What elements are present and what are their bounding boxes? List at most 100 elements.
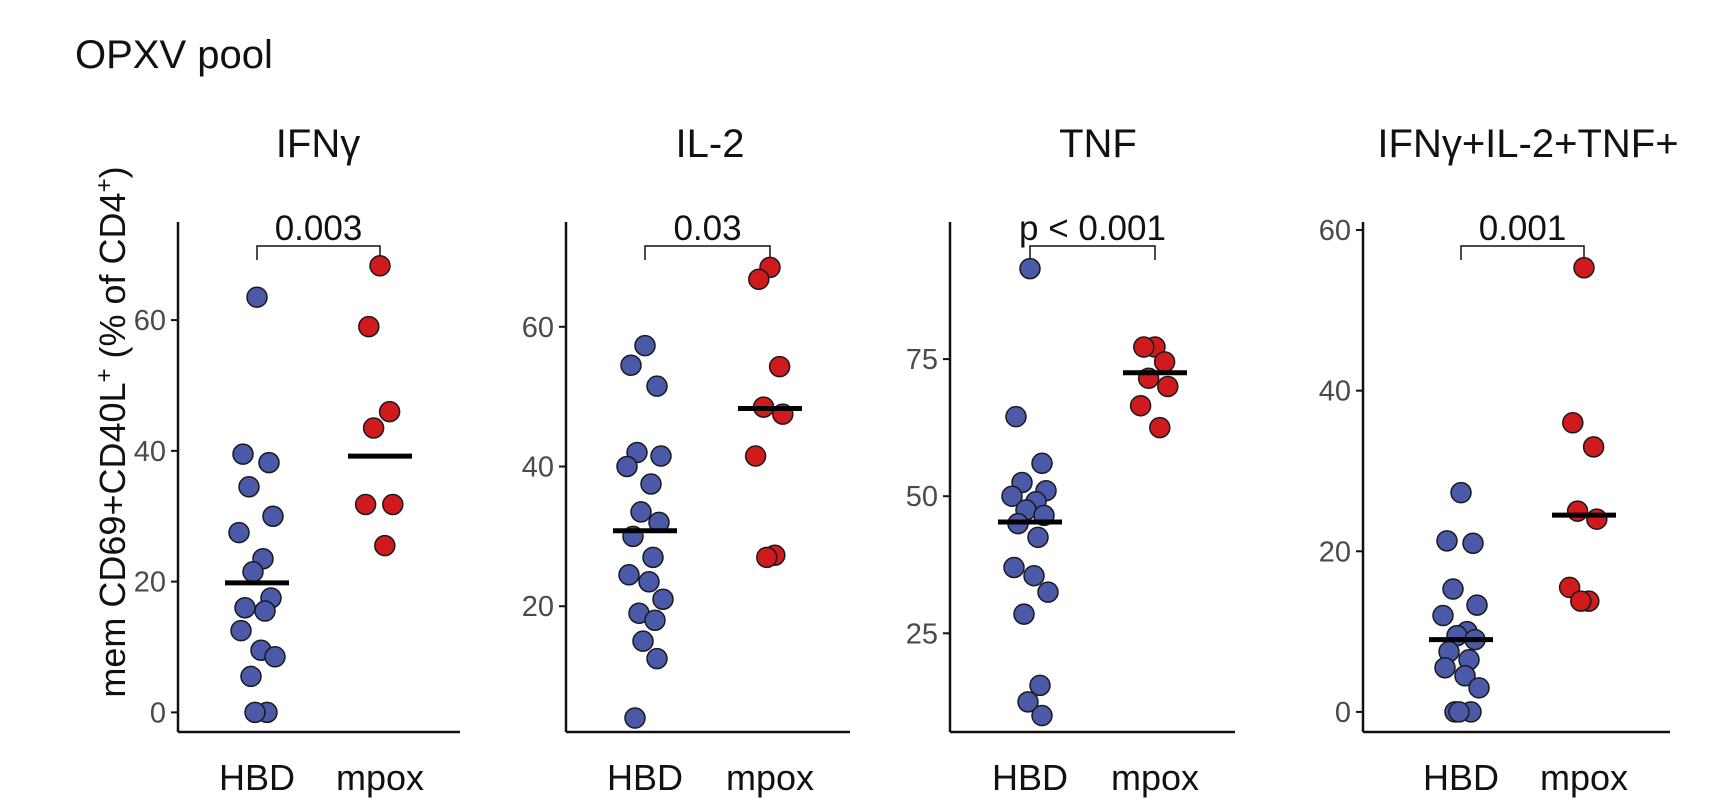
data-point: [1432, 604, 1454, 627]
panel-1: IFNγ 0 20 40 60 HBD mpox 0.003: [134, 122, 460, 798]
data-point: [652, 588, 674, 611]
y-axis-label-sup-2: +: [91, 178, 118, 192]
data-point: [638, 571, 660, 593]
data-point: [1023, 564, 1045, 587]
p-value-label: 0.03: [673, 209, 741, 248]
data-point: [230, 619, 252, 642]
x-category-label: mpox: [1111, 757, 1199, 798]
data-point: [234, 597, 256, 619]
data-point: [254, 600, 276, 622]
data-point: [620, 354, 642, 376]
data-point: [748, 268, 770, 291]
data-point: [634, 334, 656, 357]
data-point: [1570, 590, 1592, 612]
data-point: [1448, 701, 1470, 723]
data-point: [238, 476, 260, 498]
data-point: [640, 473, 662, 495]
y-axis-label-end: ): [92, 166, 133, 178]
data-point: [1468, 677, 1490, 699]
data-point: [1017, 691, 1039, 713]
y-axis-label-mid: (% of CD4: [92, 192, 133, 368]
data-point: [382, 493, 404, 516]
data-point: [630, 501, 652, 523]
significance-bracket: [1029, 245, 1156, 260]
y-axis-label-main: mem CD69+CD40L: [92, 382, 133, 697]
data-point: [1582, 436, 1605, 458]
data-point: [378, 400, 401, 423]
significance-bracket: [644, 245, 771, 260]
y-tick-label: 0: [150, 697, 166, 729]
x-category-label: mpox: [726, 757, 814, 798]
data-point: [1442, 578, 1464, 600]
y-tick-label: 40: [1319, 376, 1351, 408]
data-point: [1462, 532, 1484, 555]
p-value-label: p < 0.001: [1019, 209, 1166, 248]
data-point: [1153, 351, 1176, 373]
data-point: [242, 561, 264, 583]
y-tick-label: 40: [522, 452, 554, 484]
data-point: [1129, 394, 1152, 417]
x-category-label: HBD: [992, 757, 1068, 798]
panel-title: IFNγ: [276, 122, 360, 166]
data-point: [1573, 257, 1595, 279]
data-point: [616, 455, 638, 478]
data-point: [362, 417, 385, 439]
y-tick-label: 20: [522, 591, 554, 623]
panel-title: IFNγ+IL-2+TNF+: [1377, 122, 1678, 166]
x-category-label: HBD: [607, 757, 683, 798]
data-point: [642, 546, 664, 569]
y-tick-label: 50: [906, 481, 938, 513]
panel-4: IFNγ+IL-2+TNF+ 0 20 40 60 HBD mpox 0.001: [1319, 122, 1679, 798]
data-point: [358, 315, 380, 338]
panel-3: TNF 25 50 75 HBD mpox p < 0.001: [906, 122, 1235, 798]
y-tick-label: 60: [134, 305, 166, 337]
data-point: [354, 493, 377, 516]
data-point: [1566, 500, 1589, 522]
data-point: [618, 564, 640, 586]
data-point: [1562, 412, 1584, 434]
y-tick-label: 60: [522, 312, 554, 344]
y-tick-label: 60: [1319, 215, 1351, 247]
data-point: [240, 665, 262, 688]
data-point: [1157, 375, 1179, 398]
data-point: [1027, 526, 1049, 549]
data-point: [262, 505, 284, 527]
data-point: [1434, 656, 1456, 679]
x-category-label: mpox: [1540, 757, 1628, 798]
data-point: [1029, 674, 1051, 697]
significance-bracket: [256, 245, 381, 260]
data-point: [1019, 257, 1041, 280]
data-point: [646, 375, 668, 397]
data-point: [258, 451, 280, 474]
data-point: [1005, 405, 1027, 428]
data-point: [1031, 704, 1053, 727]
y-axis-label: mem CD69+CD40L+ (% of CD4+): [91, 166, 134, 697]
panel-2: IL-2 20 40 60 HBD mpox 0.03: [522, 122, 850, 798]
x-category-label: HBD: [219, 757, 295, 798]
x-category-label: HBD: [1423, 757, 1499, 798]
data-point: [1133, 336, 1155, 358]
data-point: [646, 647, 668, 670]
data-point: [1003, 556, 1025, 579]
y-tick-label: 20: [1319, 536, 1351, 568]
panel-title: IL-2: [676, 122, 745, 166]
data-point: [744, 445, 767, 467]
y-tick-label: 20: [134, 567, 166, 599]
data-point: [374, 534, 396, 557]
data-point: [650, 445, 672, 467]
data-point: [232, 443, 254, 465]
y-axis-label-sup-1: +: [91, 368, 118, 382]
y-tick-label: 75: [906, 344, 938, 376]
data-point: [632, 630, 654, 652]
panels: IFNγ 0 20 40 60 HBD mpox 0.003 IL-2 20 40 60 HBD mpox…: [134, 122, 1679, 798]
data-point: [1466, 594, 1488, 616]
data-point: [1037, 581, 1059, 603]
data-point: [1586, 508, 1608, 530]
data-point: [264, 646, 286, 668]
y-tick-label: 0: [1335, 697, 1351, 729]
significance-bracket: [1460, 245, 1585, 260]
y-tick-label: 40: [134, 436, 166, 468]
data-point: [644, 609, 666, 631]
panel-title: TNF: [1059, 122, 1137, 166]
